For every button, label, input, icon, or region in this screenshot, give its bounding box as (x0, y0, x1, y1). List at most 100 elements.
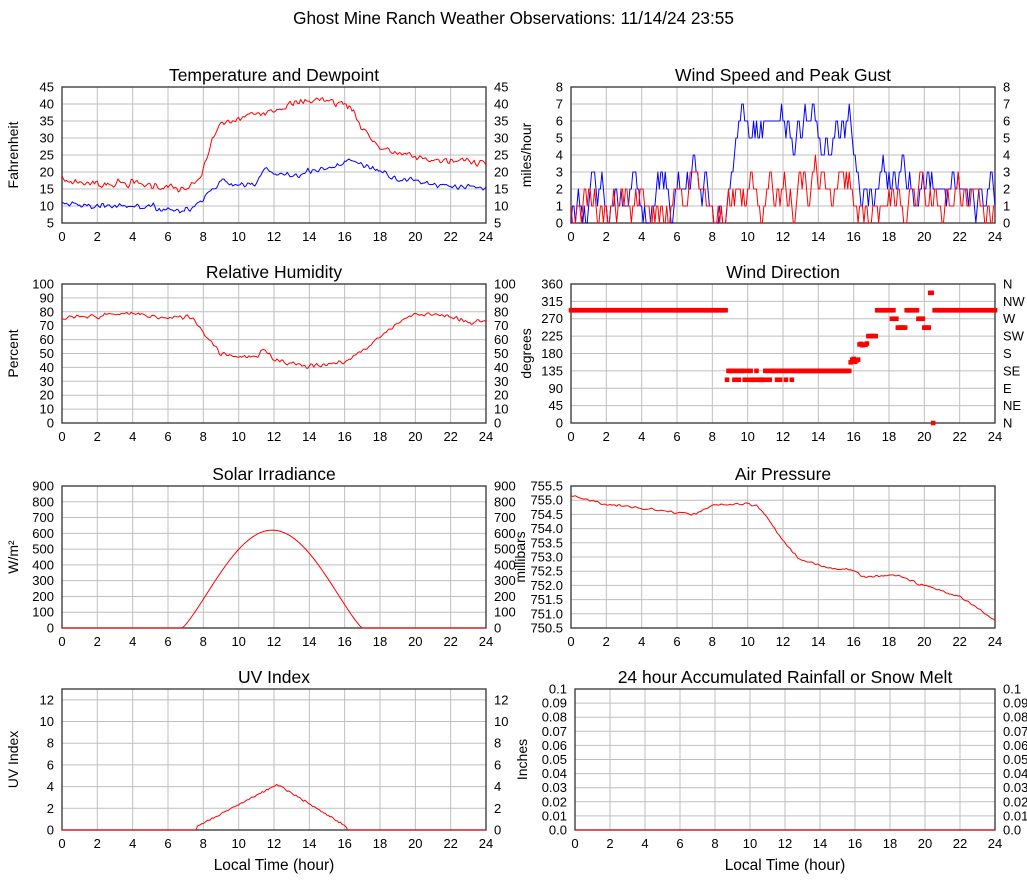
svg-text:20: 20 (494, 165, 508, 180)
svg-text:0.04: 0.04 (542, 766, 567, 781)
svg-text:10: 10 (494, 402, 508, 417)
svg-text:10: 10 (40, 402, 54, 417)
svg-text:135: 135 (541, 363, 563, 378)
svg-text:6: 6 (47, 757, 54, 772)
svg-text:4: 4 (1003, 148, 1010, 163)
svg-text:0.1: 0.1 (1003, 682, 1021, 697)
svg-text:16: 16 (337, 836, 351, 851)
svg-text:8: 8 (711, 836, 718, 851)
svg-text:751.5: 751.5 (530, 592, 563, 607)
svg-text:754.5: 754.5 (530, 507, 563, 522)
svg-text:20: 20 (40, 388, 54, 403)
svg-text:0.05: 0.05 (542, 752, 567, 767)
svg-text:70: 70 (494, 318, 508, 333)
svg-text:8: 8 (200, 836, 207, 851)
svg-text:600: 600 (32, 526, 54, 541)
svg-text:400: 400 (32, 557, 54, 572)
svg-text:1: 1 (556, 199, 563, 214)
svg-text:25: 25 (40, 148, 54, 163)
svg-text:4: 4 (641, 836, 648, 851)
svg-text:15: 15 (40, 182, 54, 197)
svg-text:0.0: 0.0 (549, 823, 567, 838)
svg-text:10: 10 (494, 714, 508, 729)
svg-text:70: 70 (40, 318, 54, 333)
svg-text:12: 12 (494, 692, 508, 707)
svg-text:24: 24 (988, 836, 1002, 851)
svg-text:10: 10 (40, 714, 54, 729)
svg-text:0.06: 0.06 (542, 738, 567, 753)
svg-text:30: 30 (40, 374, 54, 389)
svg-text:4: 4 (556, 148, 563, 163)
svg-text:Wind Direction: Wind Direction (726, 262, 840, 282)
svg-text:0.02: 0.02 (1003, 794, 1027, 809)
svg-text:0.05: 0.05 (1003, 752, 1027, 767)
svg-text:315: 315 (541, 294, 563, 309)
svg-text:30: 30 (40, 131, 54, 146)
svg-text:20: 20 (494, 388, 508, 403)
svg-text:0.0: 0.0 (1003, 823, 1021, 838)
svg-text:50: 50 (494, 346, 508, 361)
svg-text:8: 8 (494, 736, 501, 751)
svg-text:0.09: 0.09 (1003, 696, 1027, 711)
svg-text:2: 2 (1003, 182, 1010, 197)
svg-text:2: 2 (494, 801, 501, 816)
svg-text:0.02: 0.02 (542, 794, 567, 809)
svg-text:300: 300 (32, 573, 54, 588)
svg-text:2: 2 (606, 836, 613, 851)
svg-text:10: 10 (494, 199, 508, 214)
svg-text:22: 22 (443, 836, 457, 851)
svg-text:10: 10 (743, 836, 757, 851)
svg-text:6: 6 (556, 114, 563, 129)
svg-text:W: W (1003, 311, 1016, 326)
svg-text:7: 7 (556, 97, 563, 112)
svg-text:0: 0 (494, 823, 501, 838)
svg-text:90: 90 (549, 381, 563, 396)
svg-text:0.08: 0.08 (542, 710, 567, 725)
svg-text:6: 6 (164, 836, 171, 851)
svg-text:Solar Irradiance: Solar Irradiance (212, 464, 336, 484)
svg-text:2: 2 (556, 182, 563, 197)
svg-text:754.0: 754.0 (530, 521, 563, 536)
svg-text:0: 0 (47, 416, 54, 431)
svg-text:0.07: 0.07 (542, 724, 567, 739)
svg-text:0.07: 0.07 (1003, 724, 1027, 739)
svg-text:SE: SE (1003, 363, 1021, 378)
svg-text:10: 10 (231, 836, 245, 851)
svg-text:30: 30 (494, 374, 508, 389)
svg-text:100: 100 (32, 277, 54, 292)
svg-text:25: 25 (494, 148, 508, 163)
svg-text:8: 8 (1003, 80, 1010, 95)
svg-text:Temperature and Dewpoint: Temperature and Dewpoint (169, 65, 379, 85)
svg-text:24: 24 (479, 836, 493, 851)
svg-text:45: 45 (40, 80, 54, 95)
svg-text:3: 3 (556, 165, 563, 180)
svg-text:0.09: 0.09 (542, 696, 567, 711)
svg-text:0: 0 (47, 823, 54, 838)
svg-text:0.04: 0.04 (1003, 766, 1027, 781)
svg-text:20: 20 (918, 836, 932, 851)
svg-text:degrees: degrees (518, 328, 534, 379)
svg-text:12: 12 (40, 692, 54, 707)
svg-text:0: 0 (58, 836, 65, 851)
svg-text:NE: NE (1003, 398, 1021, 413)
svg-text:5: 5 (556, 131, 563, 146)
svg-text:0: 0 (571, 836, 578, 851)
svg-text:2: 2 (94, 836, 101, 851)
svg-text:20: 20 (408, 836, 422, 851)
svg-text:UV Index: UV Index (238, 667, 310, 687)
svg-text:35: 35 (40, 114, 54, 129)
svg-text:N: N (1003, 277, 1012, 292)
svg-text:45: 45 (549, 398, 563, 413)
svg-text:40: 40 (494, 97, 508, 112)
svg-text:0.03: 0.03 (542, 780, 567, 795)
svg-text:80: 80 (40, 304, 54, 319)
svg-text:752.0: 752.0 (530, 578, 563, 593)
svg-text:755.0: 755.0 (530, 493, 563, 508)
svg-text:8: 8 (47, 736, 54, 751)
svg-text:24 hour Accumulated Rainfall o: 24 hour Accumulated Rainfall or Snow Mel… (618, 667, 953, 687)
svg-text:45: 45 (494, 80, 508, 95)
svg-text:15: 15 (494, 182, 508, 197)
svg-text:50: 50 (40, 346, 54, 361)
svg-text:30: 30 (494, 131, 508, 146)
svg-text:751.0: 751.0 (530, 606, 563, 621)
